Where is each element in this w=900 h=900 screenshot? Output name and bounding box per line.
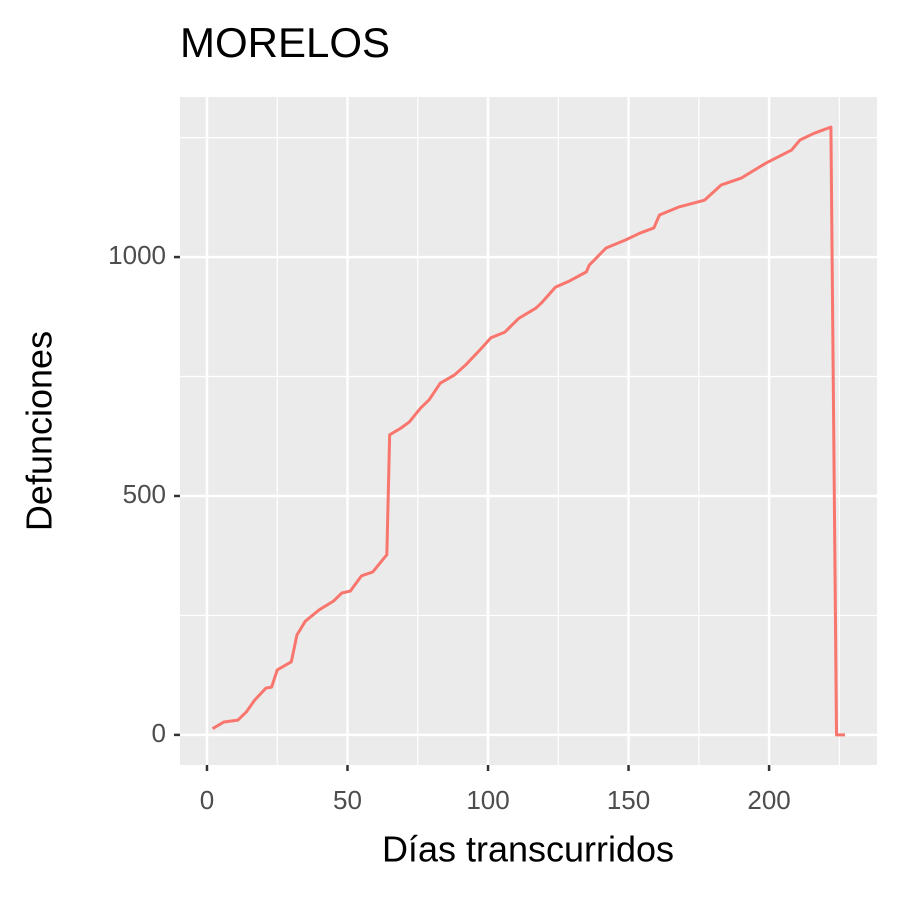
y-tick-label: 0 [152,718,166,748]
x-tick-label: 200 [747,785,790,815]
y-tick-label: 500 [123,479,166,509]
plot [211,125,845,737]
x-tick-label: 0 [200,785,214,815]
x-tick-label: 100 [466,785,509,815]
grid [180,97,877,765]
x-tick-label: 50 [333,785,362,815]
data-line [211,125,845,737]
y-axis-title: Defunciones [19,331,60,531]
y-tick-label: 1000 [108,240,166,270]
x-axis-title: Días transcurridos [382,829,674,870]
chart-title: MORELOS [180,19,390,66]
x-tick-label: 150 [607,785,650,815]
panel [180,97,877,765]
